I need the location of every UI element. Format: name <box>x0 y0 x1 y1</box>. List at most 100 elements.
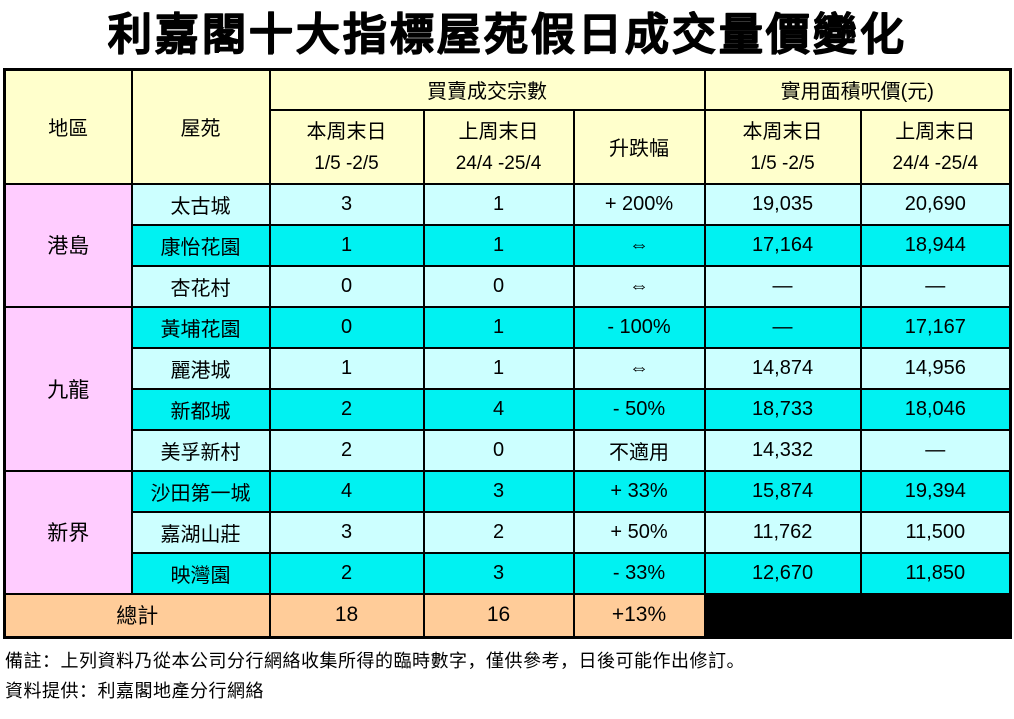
change-cell: ⇔ <box>572 223 706 267</box>
header-psf-last-week: 上周末日 24/4 -25/4 <box>859 108 1012 185</box>
table-row: 康怡花園 1 1 ⇔ 17,164 18,944 <box>5 223 1012 267</box>
region-cell: 港島 <box>3 182 133 308</box>
psf-last-week-cell: 18,046 <box>859 387 1012 431</box>
footnotes: 備註：上列資料乃從本公司分行網絡收集所得的臨時數字，僅供參考，日後可能作出修訂。… <box>5 646 1012 706</box>
psf-this-week-cell: 15,874 <box>703 469 862 513</box>
footnote-source: 資料提供：利嘉閣地產分行網絡 <box>5 681 264 701</box>
tx-this-week-cell: 2 <box>268 551 425 595</box>
tx-last-week-cell: 2 <box>422 510 575 554</box>
table-row: 九龍 黃埔花園 0 1 - 100% — 17,167 <box>3 305 1012 472</box>
header-tx-last-week: 上周末日 24/4 -25/4 <box>422 108 575 185</box>
footnote-remark: 備註：上列資料乃從本公司分行網絡收集所得的臨時數字，僅供參考，日後可能作出修訂。 <box>5 651 745 671</box>
psf-last-week-cell: 14,956 <box>859 346 1012 390</box>
tx-this-week-cell: 3 <box>268 510 425 554</box>
psf-this-week-cell: 17,164 <box>703 223 862 267</box>
tx-this-week-cell: 0 <box>268 264 425 308</box>
tx-this-week-cell: 1 <box>268 346 425 390</box>
total-row: 總計 18 16 +13% <box>3 592 1012 639</box>
page-title: 利嘉閣十大指標屋苑假日成交量價變化 <box>107 10 907 59</box>
header-district: 地區 <box>3 68 133 185</box>
table-row: 港島 太古城 3 1 + 200% 19,035 20,690 <box>3 182 1012 308</box>
tx-last-week-cell: 1 <box>422 305 575 349</box>
psf-this-week-cell: 14,332 <box>703 428 862 472</box>
table-row: 美孚新村 2 0 不適用 14,332 — <box>5 428 1012 472</box>
header-group-price: 實用面積呎價(元) <box>703 68 1012 111</box>
header-tx-last-week-label: 上周末日 <box>458 120 539 143</box>
tx-this-week-cell: 2 <box>268 428 425 472</box>
estate-cell: 美孚新村 <box>130 428 271 472</box>
estate-cell: 新都城 <box>130 387 271 431</box>
total-tx-this-week-cell: 18 <box>268 592 425 639</box>
psf-this-week-cell: 11,762 <box>703 510 862 554</box>
estate-cell: 嘉湖山莊 <box>130 510 271 554</box>
estate-cell: 沙田第一城 <box>130 469 271 513</box>
table-row: 杏花村 0 0 ⇔ — — <box>5 264 1012 308</box>
header-tx-this-week-dates: 1/5 -2/5 <box>314 152 379 174</box>
psf-this-week-cell: — <box>703 264 862 308</box>
estate-cell: 映灣園 <box>130 551 271 595</box>
header-tx-this-week-label: 本周末日 <box>306 120 387 143</box>
change-cell: - 100% <box>572 305 706 349</box>
header-psf-this-week: 本周末日 1/5 -2/5 <box>703 108 862 185</box>
change-cell: + 200% <box>572 182 706 226</box>
table-row: 麗港城 1 1 ⇔ 14,874 14,956 <box>5 346 1012 390</box>
change-cell: 不適用 <box>572 428 706 472</box>
tx-this-week-cell: 2 <box>268 387 425 431</box>
total-change-cell: +13% <box>572 592 706 639</box>
psf-this-week-cell: 19,035 <box>703 182 862 226</box>
tx-last-week-cell: 3 <box>422 551 575 595</box>
header-group-transactions: 買賣成交宗數 <box>268 68 706 111</box>
tx-last-week-cell: 3 <box>422 469 575 513</box>
header-psf-last-week-dates: 24/4 -25/4 <box>892 152 979 174</box>
table-row: 映灣園 2 3 - 33% 12,670 11,850 <box>5 551 1012 595</box>
table-row: 新界 沙田第一城 4 3 + 33% 15,874 19,394 <box>3 469 1012 595</box>
psf-last-week-cell: — <box>859 264 1012 308</box>
estate-cell: 康怡花園 <box>130 223 271 267</box>
psf-last-week-cell: 17,167 <box>859 305 1012 349</box>
header-tx-this-week: 本周末日 1/5 -2/5 <box>268 108 425 185</box>
tx-last-week-cell: 0 <box>422 428 575 472</box>
psf-last-week-cell: 19,394 <box>859 469 1012 513</box>
estate-cell: 麗港城 <box>130 346 271 390</box>
table-row: 新都城 2 4 - 50% 18,733 18,046 <box>5 387 1012 431</box>
tx-this-week-cell: 3 <box>268 182 425 226</box>
table-row: 嘉湖山莊 3 2 + 50% 11,762 11,500 <box>5 510 1012 554</box>
psf-last-week-cell: 11,850 <box>859 551 1012 595</box>
tx-this-week-cell: 0 <box>268 305 425 349</box>
change-cell: - 50% <box>572 387 706 431</box>
psf-last-week-cell: 20,690 <box>859 182 1012 226</box>
header-psf-last-week-label: 上周末日 <box>895 120 976 143</box>
estates-table: 地區 屋苑 買賣成交宗數 實用面積呎價(元) 本周末日 1/5 -2/5 上周末… <box>3 68 1013 639</box>
psf-this-week-cell: — <box>703 305 862 349</box>
psf-this-week-cell: 18,733 <box>703 387 862 431</box>
change-cell: ⇔ <box>572 264 706 308</box>
tx-this-week-cell: 1 <box>268 223 425 267</box>
psf-this-week-cell: 14,874 <box>703 346 862 390</box>
psf-last-week-cell: — <box>859 428 1012 472</box>
psf-last-week-cell: 18,944 <box>859 223 1012 267</box>
tx-this-week-cell: 4 <box>268 469 425 513</box>
header-tx-last-week-dates: 24/4 -25/4 <box>455 152 542 174</box>
tx-last-week-cell: 1 <box>422 182 575 226</box>
estate-cell: 杏花村 <box>130 264 271 308</box>
header-psf-this-week-label: 本周末日 <box>742 120 823 143</box>
change-cell: ⇔ <box>572 346 706 390</box>
psf-last-week-cell: 11,500 <box>859 510 1012 554</box>
region-cell: 新界 <box>3 469 133 595</box>
estate-cell: 太古城 <box>130 182 271 226</box>
total-label-cell: 總計 <box>3 592 271 639</box>
estate-cell: 黃埔花園 <box>130 305 271 349</box>
total-tx-last-week-cell: 16 <box>422 592 575 639</box>
header-psf-this-week-dates: 1/5 -2/5 <box>750 152 815 174</box>
tx-last-week-cell: 0 <box>422 264 575 308</box>
header-sub-row: 本周末日 1/5 -2/5 上周末日 24/4 -25/4 升跌幅 本周末日 1… <box>5 108 1012 185</box>
psf-this-week-cell: 12,670 <box>703 551 862 595</box>
change-cell: + 33% <box>572 469 706 513</box>
header-estate: 屋苑 <box>130 68 271 185</box>
tx-last-week-cell: 1 <box>422 346 575 390</box>
header-change: 升跌幅 <box>572 108 706 185</box>
change-cell: + 50% <box>572 510 706 554</box>
change-cell: - 33% <box>572 551 706 595</box>
tx-last-week-cell: 4 <box>422 387 575 431</box>
